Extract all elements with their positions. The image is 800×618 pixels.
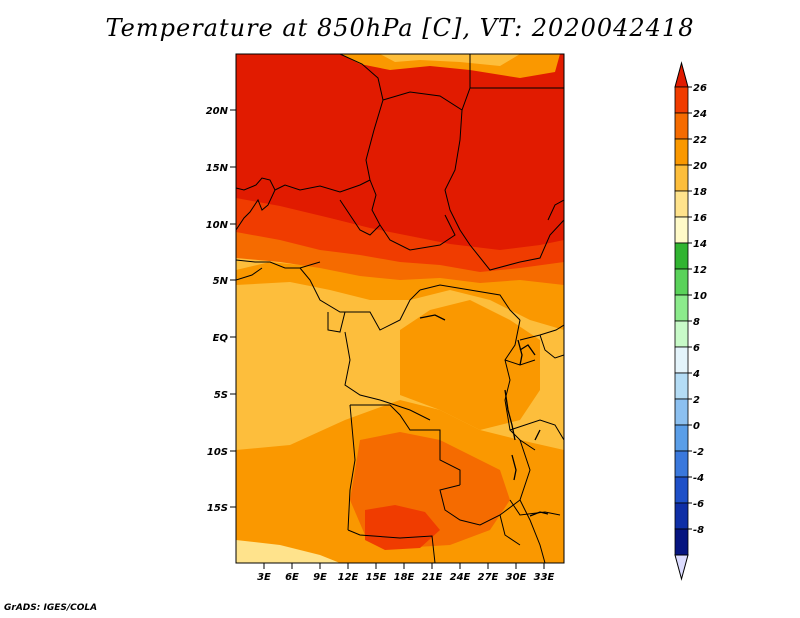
- colorbar-label: 4: [692, 369, 700, 380]
- colorbar-segment: [674, 164, 689, 192]
- colorbar-label: 22: [693, 135, 707, 146]
- colorbar-min-arrow: [674, 554, 689, 581]
- colorbar-label: -2: [693, 447, 704, 458]
- field-red-south: [365, 505, 440, 550]
- colorbar-segment: [674, 450, 689, 478]
- lon-label: 15E: [366, 572, 387, 583]
- lat-label: 10S: [207, 447, 228, 458]
- colorbar-segment: [674, 502, 689, 530]
- colorbar-label: 26: [693, 83, 707, 94]
- lon-label: 3E: [257, 572, 271, 583]
- lakes: [419, 314, 549, 517]
- lon-label: 12E: [338, 572, 359, 583]
- lat-label: EQ: [213, 333, 229, 344]
- field-pale-south: [236, 540, 340, 563]
- colorbar-label: 2: [693, 395, 700, 406]
- colorbar-max-arrow: [674, 61, 689, 88]
- colorbar-label: 16: [693, 213, 707, 224]
- lat-label: 20N: [206, 106, 229, 117]
- colorbar-label: 20: [693, 161, 707, 172]
- lat-label: 10N: [206, 220, 229, 231]
- map-title: Temperature at 850hPa [C], VT: 202004241…: [105, 14, 695, 42]
- lon-label: 18E: [394, 572, 415, 583]
- country-borders: [236, 54, 564, 563]
- colorbar-segment: [674, 86, 689, 114]
- colorbar-segment: [674, 398, 689, 426]
- latitude-axis: 20N 15N 10N 5N EQ 5S 10S 15S: [206, 106, 236, 514]
- grads-credit: GrADS: IGES/COLA: [4, 603, 98, 613]
- lon-label: 33E: [534, 572, 555, 583]
- lon-label: 27E: [478, 572, 499, 583]
- colorbar-label: -8: [693, 525, 704, 536]
- colorbar-label: 0: [693, 421, 700, 432]
- colorbar-segment: [674, 268, 689, 296]
- lat-label: 5S: [214, 390, 228, 401]
- field-hot-north: [236, 54, 564, 250]
- coastline: [236, 267, 263, 281]
- colorbar-label: -6: [693, 499, 704, 510]
- field-pale-top-light: [380, 54, 520, 66]
- colorbar-label: 10: [693, 291, 707, 302]
- colorbar-label: 8: [693, 317, 700, 328]
- field-orange-mid: [400, 300, 540, 430]
- colorbar-segment: [674, 528, 689, 556]
- lon-label: 9E: [313, 572, 327, 583]
- colorbar-label: 12: [693, 265, 707, 276]
- colorbar-segment: [674, 242, 689, 270]
- map-frame: [235, 53, 565, 564]
- colorbar-segment: [674, 320, 689, 348]
- longitude-axis: 3E 6E 9E 12E 15E 18E 21E 24E 27E 30E 33E: [257, 563, 555, 583]
- lat-label: 15S: [207, 503, 228, 514]
- colorbar-segment: [674, 112, 689, 140]
- colorbar-label: -4: [693, 473, 704, 484]
- lat-label: 5N: [213, 276, 229, 287]
- colorbar-segment: [674, 476, 689, 504]
- colorbar-segment: [674, 424, 689, 452]
- temperature-map: [236, 54, 564, 563]
- colorbar-segment: [674, 346, 689, 374]
- colorbar-label: 18: [693, 187, 707, 198]
- colorbar-label: 24: [693, 109, 707, 120]
- colorbar-label: 6: [693, 343, 700, 354]
- lon-label: 30E: [506, 572, 527, 583]
- lon-label: 6E: [285, 572, 299, 583]
- lon-label: 24E: [450, 572, 471, 583]
- lat-label: 15N: [206, 163, 229, 174]
- colorbar-segment: [674, 190, 689, 218]
- colorbar-label: 14: [693, 239, 707, 250]
- lon-label: 21E: [422, 572, 443, 583]
- colorbar-segment: [674, 372, 689, 400]
- colorbar-segment: [674, 138, 689, 166]
- colorbar-segment: [674, 294, 689, 322]
- colorbar-segment: [674, 216, 689, 244]
